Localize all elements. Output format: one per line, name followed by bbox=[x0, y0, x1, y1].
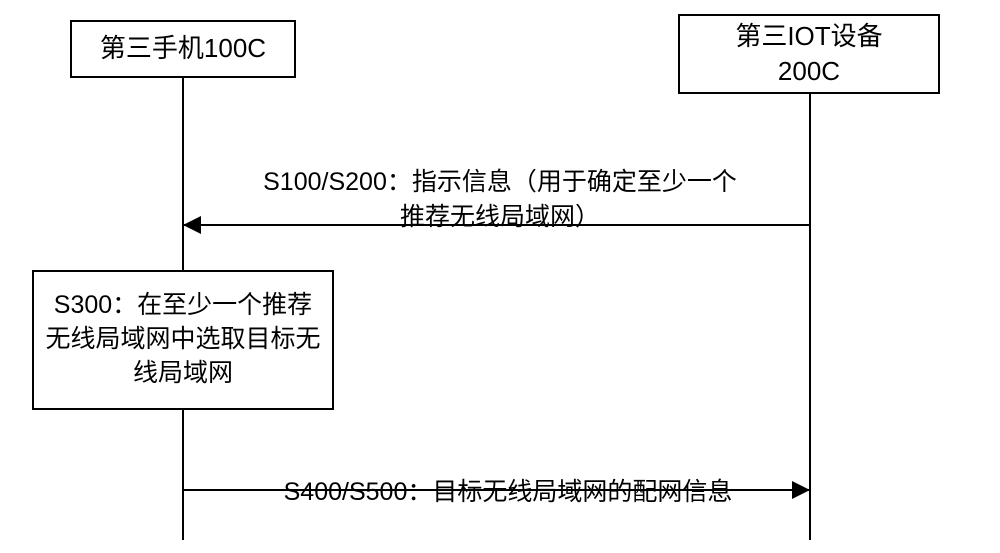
sequence-diagram: 第三手机100C 第三IOT设备 200C S100/S200：指示信息（用于确… bbox=[0, 0, 1000, 553]
msg1-arrowhead bbox=[183, 216, 201, 234]
msg2-label: S400/S500：目标无线局域网的配网信息 bbox=[238, 440, 778, 510]
lifeline-iot bbox=[809, 94, 811, 540]
node-iot: 第三IOT设备 200C bbox=[678, 14, 940, 94]
msg2-arrowhead bbox=[792, 481, 810, 499]
msg2-line bbox=[183, 489, 810, 491]
node-phone: 第三手机100C bbox=[70, 20, 296, 78]
node-step300: S300：在至少一个推荐无线局域网中选取目标无线局域网 bbox=[32, 270, 334, 410]
node-phone-label: 第三手机100C bbox=[100, 31, 266, 66]
msg1-label: S100/S200：指示信息（用于确定至少一个 推荐无线局域网） bbox=[230, 130, 770, 235]
msg1-line bbox=[183, 224, 810, 226]
node-step300-label: S300：在至少一个推荐无线局域网中选取目标无线局域网 bbox=[44, 289, 322, 390]
node-iot-label: 第三IOT设备 200C bbox=[735, 19, 882, 89]
